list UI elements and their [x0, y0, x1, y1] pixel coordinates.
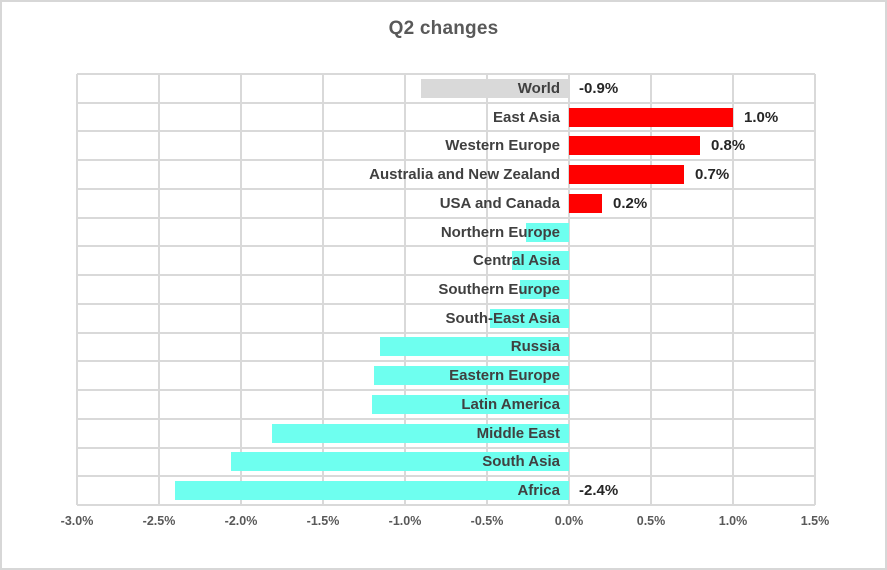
bar-south-east-asia — [490, 309, 569, 328]
category-label-southern-europe: Southern Europe — [438, 281, 560, 298]
x-tick-label: 0.0% — [554, 514, 584, 528]
gridline-vertical — [404, 74, 406, 505]
bar-eastern-europe — [374, 366, 569, 385]
bar-russia — [380, 337, 569, 356]
x-tick-label: -2.5% — [142, 514, 176, 528]
gridline-horizontal — [77, 159, 815, 161]
gridline-vertical — [240, 74, 242, 505]
value-label-western-europe: 0.8% — [711, 137, 746, 154]
bar-northern-europe — [526, 223, 569, 242]
x-tick-label: -1.0% — [388, 514, 422, 528]
value-label-australia-and-new-zealand: 0.7% — [695, 166, 730, 183]
gridline-horizontal — [77, 475, 815, 477]
gridline-horizontal — [77, 303, 815, 305]
plot-area: World -0.9% East Asia 1.0% Western Europe 0.8… — [76, 73, 816, 506]
bar-latin-america — [372, 395, 569, 414]
x-tick-label: -0.5% — [470, 514, 504, 528]
x-tick-label: -3.0% — [60, 514, 94, 528]
bar-central-asia — [512, 251, 569, 270]
x-tick-label: 0.5% — [636, 514, 666, 528]
bar-africa — [175, 481, 569, 500]
category-label-eastern-europe: Eastern Europe — [449, 367, 560, 384]
category-label-world: World — [517, 80, 560, 97]
gridline-vertical — [322, 74, 324, 505]
gridline-horizontal — [77, 274, 815, 276]
chart-title: Q2 changes — [388, 18, 499, 39]
gridline-horizontal — [77, 504, 815, 506]
gridline-vertical — [568, 74, 570, 505]
value-label-world: -0.9% — [579, 80, 619, 97]
bar-western-europe — [569, 136, 700, 155]
bar-southern-europe — [520, 280, 569, 299]
bar-east-asia — [569, 108, 733, 127]
x-tick-label: 1.5% — [800, 514, 830, 528]
value-label-africa: -2.4% — [579, 482, 619, 499]
value-label-usa-and-canada: 0.2% — [613, 195, 648, 212]
gridline-horizontal — [77, 447, 815, 449]
x-tick-label: -2.0% — [224, 514, 258, 528]
category-label-australia-and-new-zealand: Australia and New Zealand — [369, 166, 560, 183]
gridline-vertical — [650, 74, 652, 505]
gridline-horizontal — [77, 73, 815, 75]
gridline-horizontal — [77, 418, 815, 420]
bar-usa-and-canada — [569, 194, 602, 213]
gridline-horizontal — [77, 360, 815, 362]
category-label-africa: Africa — [517, 482, 560, 499]
category-label-northern-europe: Northern Europe — [440, 224, 560, 241]
category-label-middle-east: Middle East — [476, 425, 560, 442]
bar-south-asia — [231, 452, 569, 471]
x-tick-label: -1.5% — [306, 514, 340, 528]
category-label-central-asia: Central Asia — [473, 252, 560, 269]
category-label-south-east-asia: South-East Asia — [445, 310, 560, 327]
gridline-vertical — [732, 74, 734, 505]
gridline-horizontal — [77, 188, 815, 190]
gridline-vertical — [76, 74, 78, 505]
value-label-east-asia: 1.0% — [744, 109, 779, 126]
category-label-east-asia: East Asia — [493, 109, 560, 126]
category-label-russia: Russia — [510, 338, 560, 355]
bar-world — [421, 79, 569, 98]
gridline-vertical — [814, 74, 816, 505]
category-label-western-europe: Western Europe — [445, 137, 560, 154]
bar-australia-and-new-zealand — [569, 165, 684, 184]
gridline-horizontal — [77, 245, 815, 247]
gridline-vertical — [158, 74, 160, 505]
x-tick-label: 1.0% — [718, 514, 748, 528]
gridline-horizontal — [77, 217, 815, 219]
category-label-south-asia: South Asia — [482, 453, 560, 470]
gridline-horizontal — [77, 130, 815, 132]
bar-middle-east — [272, 424, 569, 443]
x-axis: -3.0% -2.5% -2.0% -1.5% -1.0% -0.5% 0.0% 0.5% 1.… — [2, 514, 885, 534]
gridline-vertical — [486, 74, 488, 505]
category-label-usa-and-canada: USA and Canada — [439, 195, 560, 212]
gridline-horizontal — [77, 389, 815, 391]
category-label-latin-america: Latin America — [461, 396, 560, 413]
gridline-horizontal — [77, 102, 815, 104]
gridline-horizontal — [77, 332, 815, 334]
